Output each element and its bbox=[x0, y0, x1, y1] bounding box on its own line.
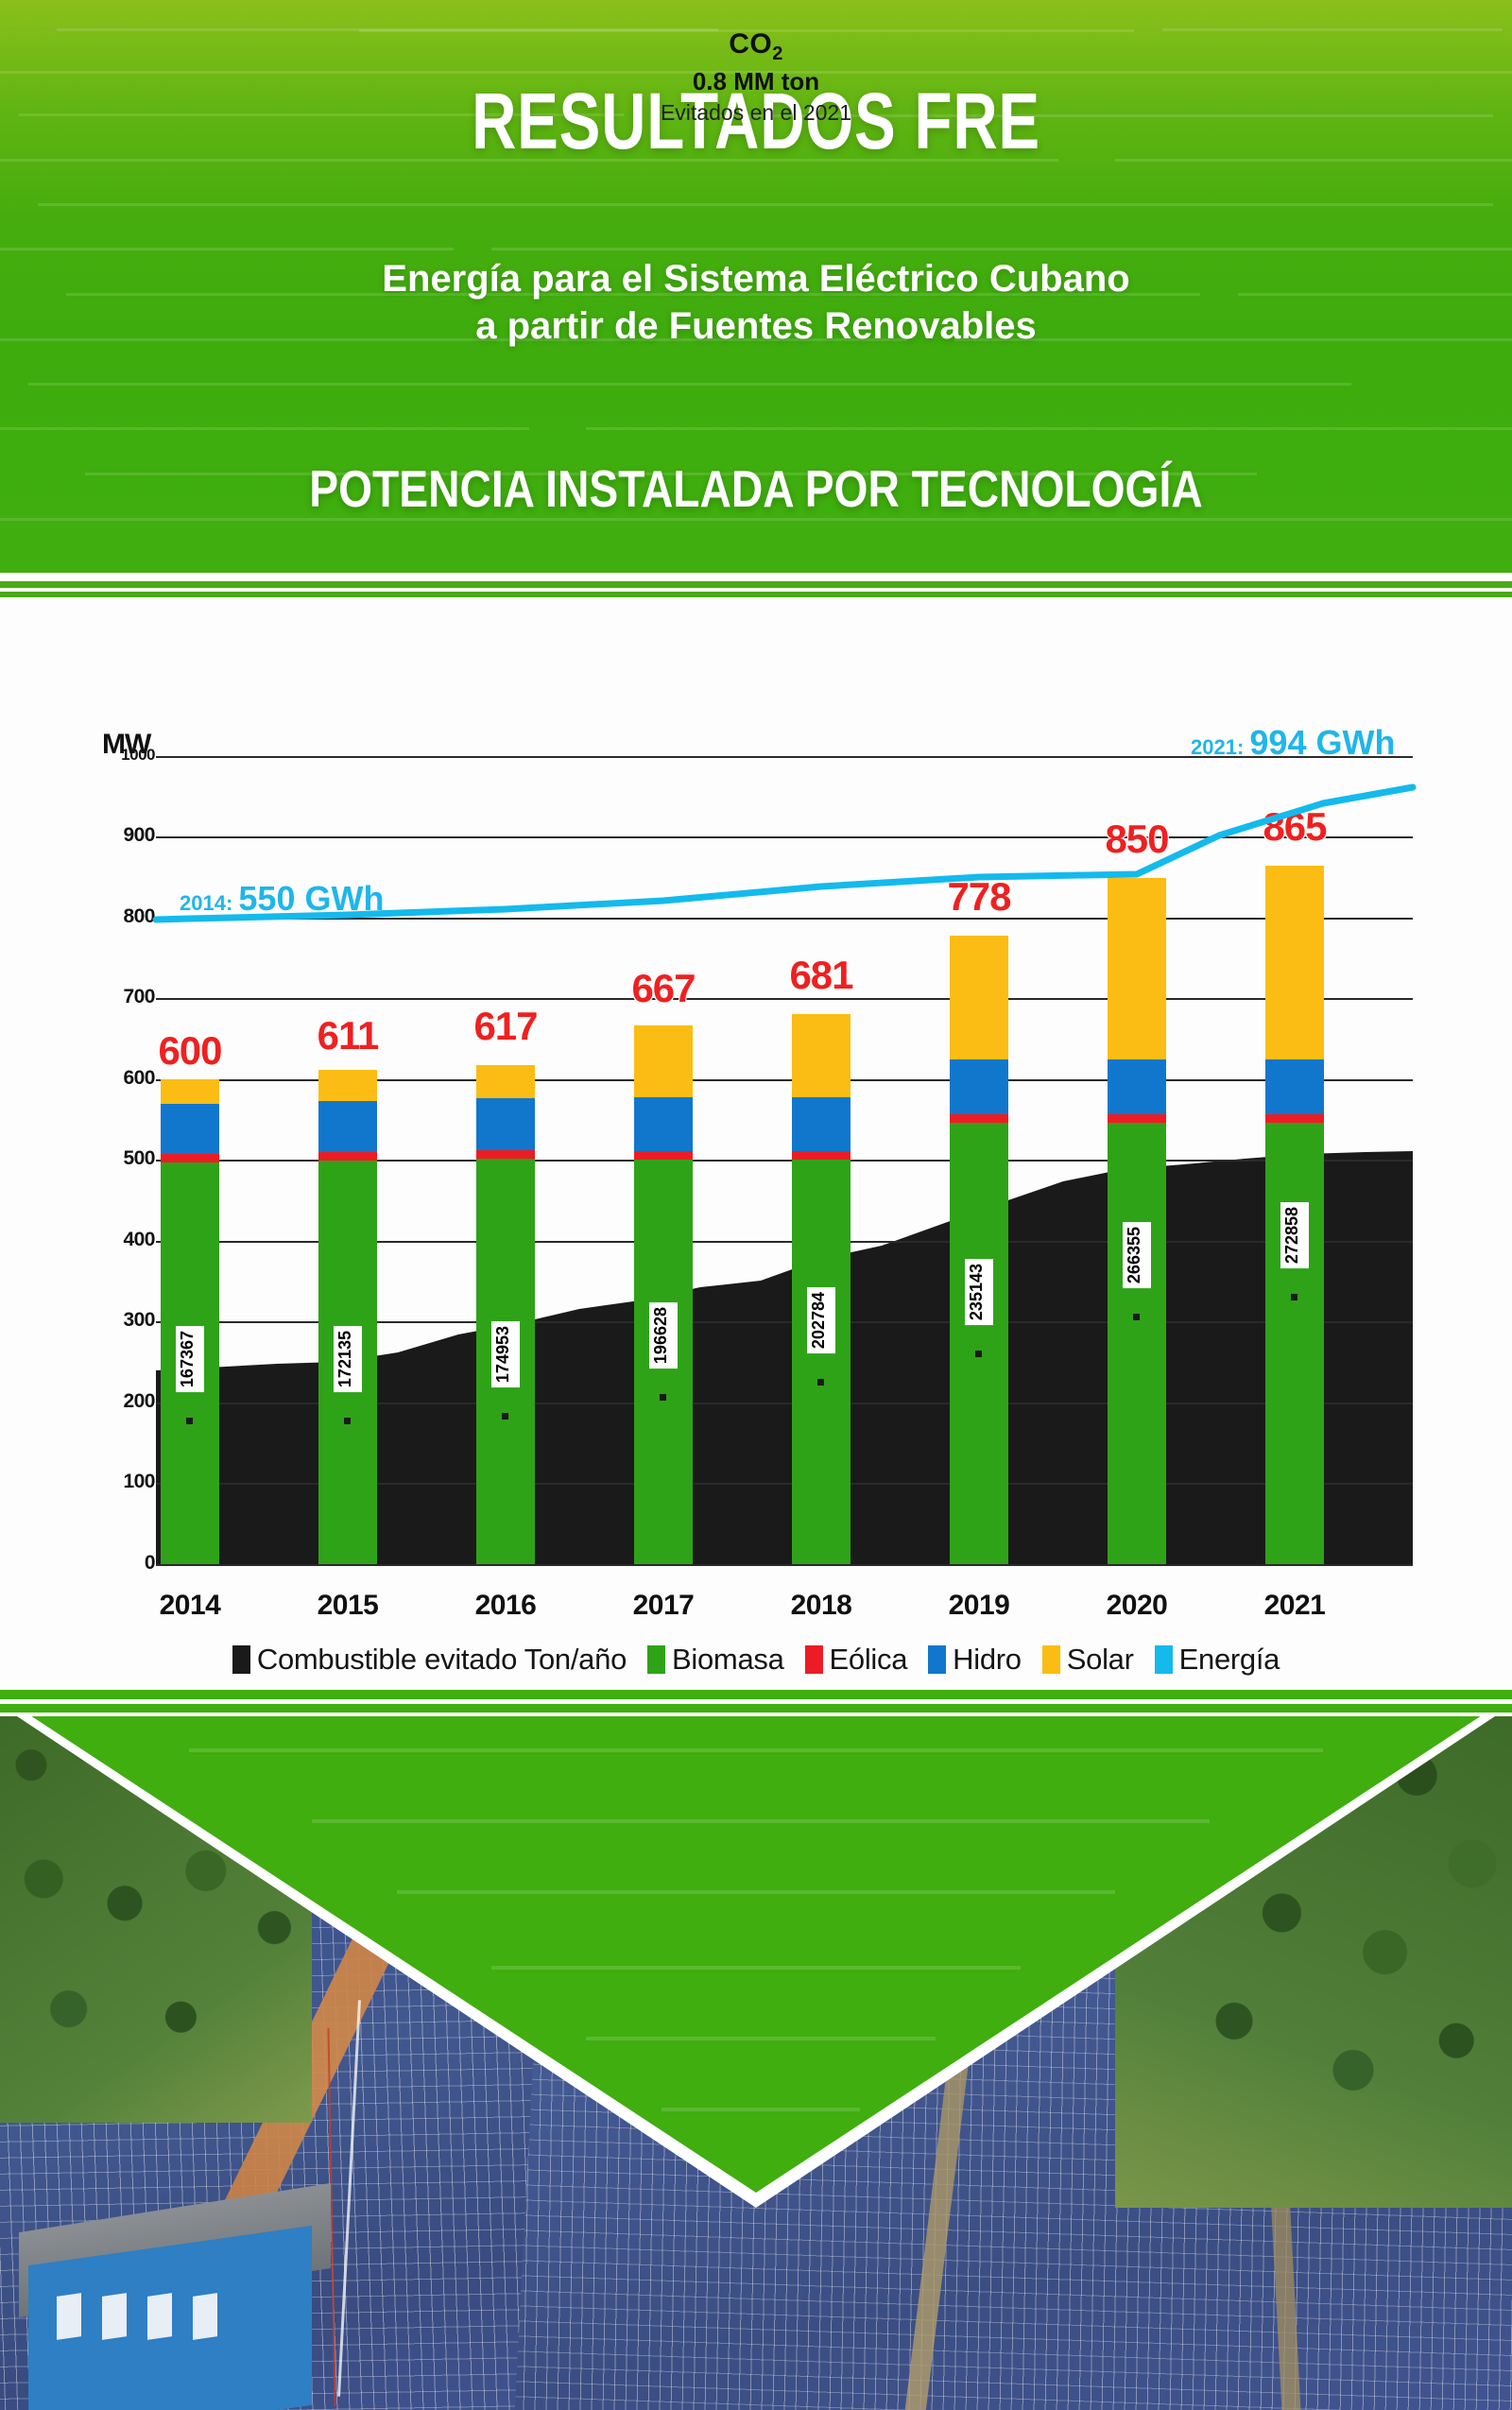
energy-callout-2021-year: 2021: bbox=[1191, 735, 1245, 759]
header-divider-3 bbox=[0, 588, 1512, 592]
legend-swatch-eolica-icon bbox=[804, 1645, 823, 1674]
co2-amount: 0.8 MM ton bbox=[692, 67, 820, 95]
co2-note: Evitados en el 2021 bbox=[660, 100, 852, 125]
photo-building-window bbox=[147, 2293, 172, 2340]
x-tick-2021: 2021 bbox=[1263, 1590, 1326, 1621]
footer-photo-section bbox=[0, 1682, 1512, 2410]
legend-swatch-solar-icon bbox=[1041, 1645, 1060, 1674]
photo-building-window bbox=[102, 2293, 127, 2340]
subtitle-line-2: a partir de Fuentes Renovables bbox=[475, 305, 1037, 347]
x-tick-2015: 2015 bbox=[317, 1590, 379, 1621]
photo-divider-5 bbox=[0, 1713, 1512, 1716]
header-divider-4 bbox=[0, 592, 1512, 597]
energy-callout-2014-year: 2014: bbox=[180, 891, 233, 915]
energy-callout-2021-value: 994 GWh bbox=[1249, 723, 1396, 762]
legend-label-combustible: Combustible evitado Ton/año bbox=[256, 1643, 627, 1676]
legend-item-energia[interactable]: Energía bbox=[1154, 1643, 1280, 1677]
x-tick-2017: 2017 bbox=[632, 1590, 695, 1621]
x-tick-2020: 2020 bbox=[1106, 1590, 1168, 1621]
legend-item-biomasa[interactable]: Biomasa bbox=[647, 1643, 784, 1677]
legend-label-hidro: Hidro bbox=[953, 1643, 1022, 1676]
x-tick-2016: 2016 bbox=[474, 1590, 537, 1621]
x-tick-2018: 2018 bbox=[790, 1590, 852, 1621]
x-tick-2019: 2019 bbox=[948, 1590, 1010, 1621]
legend-swatch-combustible-icon bbox=[232, 1645, 250, 1674]
header-divider-1 bbox=[0, 573, 1512, 581]
legend-item-combustible[interactable]: Combustible evitado Ton/año bbox=[232, 1643, 627, 1677]
x-tick-2014: 2014 bbox=[159, 1590, 221, 1621]
legend-swatch-biomasa-icon bbox=[647, 1645, 666, 1674]
legend-label-biomasa: Biomasa bbox=[672, 1643, 784, 1676]
energy-callout-2014: 2014: 550 GWh bbox=[180, 879, 384, 919]
legend-item-hidro[interactable]: Hidro bbox=[928, 1643, 1022, 1677]
photo-divider-2 bbox=[0, 1690, 1512, 1699]
legend-item-solar[interactable]: Solar bbox=[1041, 1643, 1134, 1677]
co2-formula: CO2 bbox=[729, 28, 783, 64]
section-title: POTENCIA INSTALADA POR TECNOLOGÍA bbox=[309, 459, 1203, 518]
green-chevron-overlay bbox=[0, 1682, 1512, 2208]
legend-item-eolica[interactable]: Eólica bbox=[804, 1643, 908, 1677]
energy-callout-2021: 2021: 994 GWh bbox=[1191, 723, 1395, 763]
legend-label-solar: Solar bbox=[1066, 1643, 1134, 1676]
co2-callout: CO2 0.8 MM ton Evitados en el 2021 bbox=[0, 28, 1512, 126]
photo-building-window bbox=[193, 2293, 217, 2340]
legend-label-energia: Energía bbox=[1178, 1643, 1280, 1676]
legend-swatch-energia-icon bbox=[1154, 1645, 1173, 1674]
photo-divider-3 bbox=[0, 1699, 1512, 1704]
energy-callout-2014-value: 550 GWh bbox=[238, 879, 385, 918]
photo-divider-4 bbox=[0, 1704, 1512, 1713]
photo-building-window bbox=[57, 2293, 81, 2340]
subtitle-line-1: Energía para el Sistema Eléctrico Cubano bbox=[382, 258, 1130, 300]
header-divider-2 bbox=[0, 581, 1512, 588]
y-axis-unit-label: MW bbox=[102, 729, 151, 760]
chart-legend: Combustible evitado Ton/año Biomasa Eóli… bbox=[0, 1643, 1512, 1677]
legend-swatch-hidro-icon bbox=[928, 1645, 947, 1674]
legend-label-eolica: Eólica bbox=[829, 1643, 908, 1676]
page-subtitle: Energía para el Sistema Eléctrico Cubano… bbox=[0, 255, 1512, 350]
photo-divider-1 bbox=[0, 1682, 1512, 1690]
page-title: RESULTADOS FRE bbox=[472, 77, 1040, 165]
